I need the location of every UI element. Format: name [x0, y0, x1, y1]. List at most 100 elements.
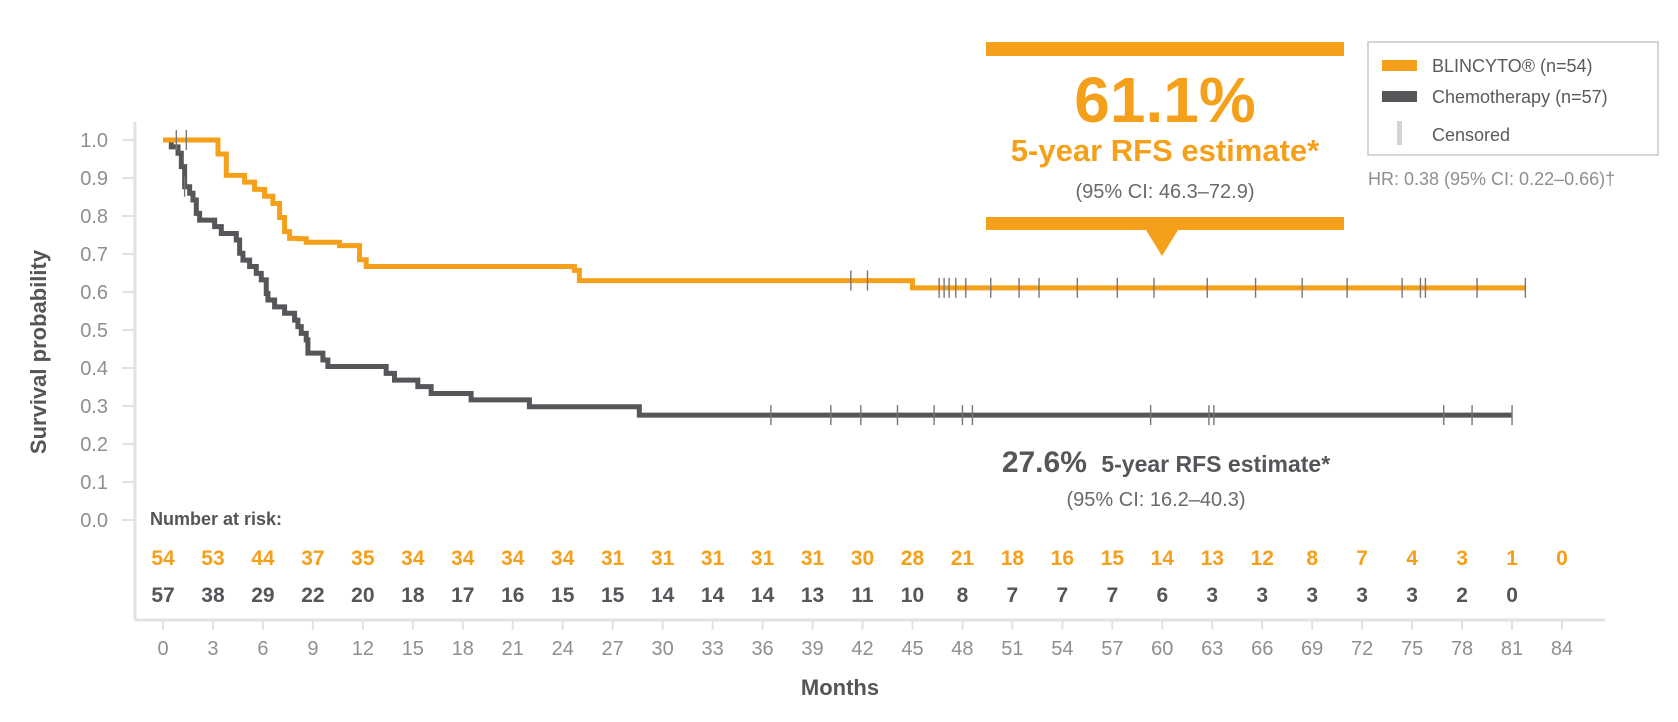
risk-value-blincyto: 18	[1001, 547, 1025, 570]
legend: BLINCYTO® (n=54) Chemotherapy (n=57) Cen…	[1367, 41, 1659, 156]
risk-value-blincyto: 28	[901, 547, 925, 570]
x-tick-label: 18	[452, 638, 474, 660]
risk-value-blincyto: 30	[851, 547, 874, 570]
callout-pointer	[1146, 230, 1178, 256]
risk-value-blincyto: 31	[751, 547, 775, 570]
risk-value-blincyto: 34	[501, 547, 525, 570]
risk-value-blincyto: 31	[701, 547, 725, 570]
risk-value-blincyto: 15	[1101, 547, 1125, 570]
risk-row-chemotherapy: 57 38 29 22 20 18 17 16 15 15 14 14 14 13 11 10 8 7 7 7 6 3 3 3…	[151, 584, 1518, 607]
risk-value-blincyto: 31	[601, 547, 625, 570]
x-tick-label: 30	[652, 638, 674, 660]
risk-value-chemotherapy: 29	[251, 584, 274, 607]
y-tick-label: 0.2	[80, 434, 108, 456]
legend-swatch-chemotherapy	[1382, 91, 1417, 102]
y-tick-label: 0.3	[80, 396, 108, 418]
svg-text:27.6% 5-year RFS estimat: 27.6% 5-year RFS estimate*	[1002, 446, 1330, 479]
x-tick-label: 48	[951, 638, 973, 660]
risk-value-blincyto: 8	[1306, 547, 1318, 570]
x-tick-label: 0	[157, 638, 168, 660]
callout-percent: 61.1%	[1074, 64, 1255, 136]
gray-ci: (95% CI: 16.2–40.3)	[1067, 489, 1246, 511]
x-tick-label: 24	[552, 638, 574, 660]
risk-value-chemotherapy: 16	[501, 584, 524, 607]
x-tick-label: 84	[1551, 638, 1573, 660]
risk-value-chemotherapy: 10	[901, 584, 924, 607]
y-tick-label: 0.1	[80, 472, 108, 494]
gray-estimate: 5-year RFS estimate*	[1101, 451, 1330, 477]
risk-value-chemotherapy: 14	[751, 584, 775, 607]
x-tick-label: 27	[602, 638, 624, 660]
x-tick-label: 57	[1101, 638, 1123, 660]
risk-value-chemotherapy: 3	[1206, 584, 1218, 607]
callout-top-bar	[986, 42, 1344, 56]
callout-bottom-bar	[986, 217, 1344, 230]
x-tick-label: 51	[1001, 638, 1023, 660]
x-tick-label: 45	[901, 638, 923, 660]
risk-value-chemotherapy: 13	[801, 584, 824, 607]
risk-value-blincyto: 13	[1201, 547, 1224, 570]
x-tick-label: 3	[207, 638, 218, 660]
y-tick-label: 0.5	[80, 320, 108, 342]
risk-value-chemotherapy: 0	[1506, 584, 1518, 607]
x-tick-label: 42	[851, 638, 873, 660]
risk-value-chemotherapy: 7	[1007, 584, 1019, 607]
blincyto-curve	[163, 137, 1526, 291]
risk-value-blincyto: 14	[1151, 547, 1175, 570]
risk-value-chemotherapy: 14	[701, 584, 725, 607]
risk-value-blincyto: 34	[451, 547, 475, 570]
number-at-risk-title: Number at risk:	[150, 509, 282, 529]
risk-value-chemotherapy: 15	[601, 584, 625, 607]
x-axis-ticks: 0 3 6 9 12 15 18 21 24 27 30 33 36 39 42 45 48 51 54 57 60 63…	[157, 620, 1573, 660]
risk-value-blincyto: 7	[1356, 547, 1368, 570]
callout-ci: (95% CI: 46.3–72.9)	[1076, 181, 1255, 203]
x-tick-label: 69	[1301, 638, 1323, 660]
x-tick-label: 12	[352, 638, 374, 660]
risk-value-chemotherapy: 3	[1356, 584, 1368, 607]
legend-swatch-blincyto	[1382, 60, 1417, 71]
risk-value-blincyto: 21	[951, 547, 975, 570]
x-tick-label: 63	[1201, 638, 1223, 660]
risk-value-blincyto: 44	[251, 547, 275, 570]
risk-value-chemotherapy: 11	[851, 584, 874, 607]
y-tick-label: 0.4	[80, 358, 108, 380]
risk-value-blincyto: 34	[401, 547, 425, 570]
risk-value-chemotherapy: 3	[1256, 584, 1268, 607]
x-tick-label: 81	[1501, 638, 1523, 660]
risk-value-blincyto: 1	[1506, 547, 1518, 570]
risk-value-chemotherapy: 15	[551, 584, 575, 607]
legend-label-censored: Censored	[1432, 125, 1510, 145]
x-axis-title: Months	[801, 675, 879, 700]
x-tick-label: 60	[1151, 638, 1173, 660]
y-tick-label: 0.7	[80, 244, 108, 266]
risk-value-chemotherapy: 8	[957, 584, 969, 607]
risk-value-chemotherapy: 7	[1057, 584, 1069, 607]
callout-estimate: 5-year RFS estimate*	[1011, 133, 1320, 168]
blincyto-callout: 61.1% 5-year RFS estimate* (95% CI: 46.3…	[986, 42, 1344, 256]
risk-value-chemotherapy: 17	[451, 584, 474, 607]
risk-value-blincyto: 54	[151, 547, 175, 570]
x-tick-label: 21	[502, 638, 524, 660]
risk-value-blincyto: 31	[651, 547, 675, 570]
x-tick-label: 78	[1451, 638, 1473, 660]
x-tick-label: 39	[801, 638, 823, 660]
legend-label-chemotherapy: Chemotherapy (n=57)	[1432, 87, 1608, 107]
risk-value-chemotherapy: 38	[201, 584, 225, 607]
x-tick-label: 6	[257, 638, 268, 660]
risk-value-chemotherapy: 57	[151, 584, 174, 607]
risk-value-blincyto: 35	[351, 547, 375, 570]
risk-row-blincyto: 54 53 44 37 35 34 34 34 34 31 31 31 31 31 30 28 21 18 16 15…	[151, 547, 1568, 570]
risk-value-chemotherapy: 3	[1306, 584, 1318, 607]
y-tick-label: 0.9	[80, 168, 108, 190]
chemotherapy-curve	[163, 137, 1513, 418]
x-tick-label: 9	[307, 638, 318, 660]
hazard-ratio-note: HR: 0.38 (95% CI: 0.22–0.66)†	[1368, 169, 1615, 189]
risk-value-chemotherapy: 7	[1106, 584, 1118, 607]
risk-value-chemotherapy: 20	[351, 584, 374, 607]
y-axis-title: Survival probability	[26, 249, 51, 454]
risk-value-blincyto: 16	[1051, 547, 1074, 570]
y-axis-ticks: 0.0 0.1 0.2 0.3 0.4 0.5 0.6 0.7 0.8 0.9 1.0	[80, 130, 135, 532]
risk-value-chemotherapy: 2	[1456, 584, 1468, 607]
risk-value-blincyto: 0	[1556, 547, 1568, 570]
x-tick-label: 36	[751, 638, 773, 660]
